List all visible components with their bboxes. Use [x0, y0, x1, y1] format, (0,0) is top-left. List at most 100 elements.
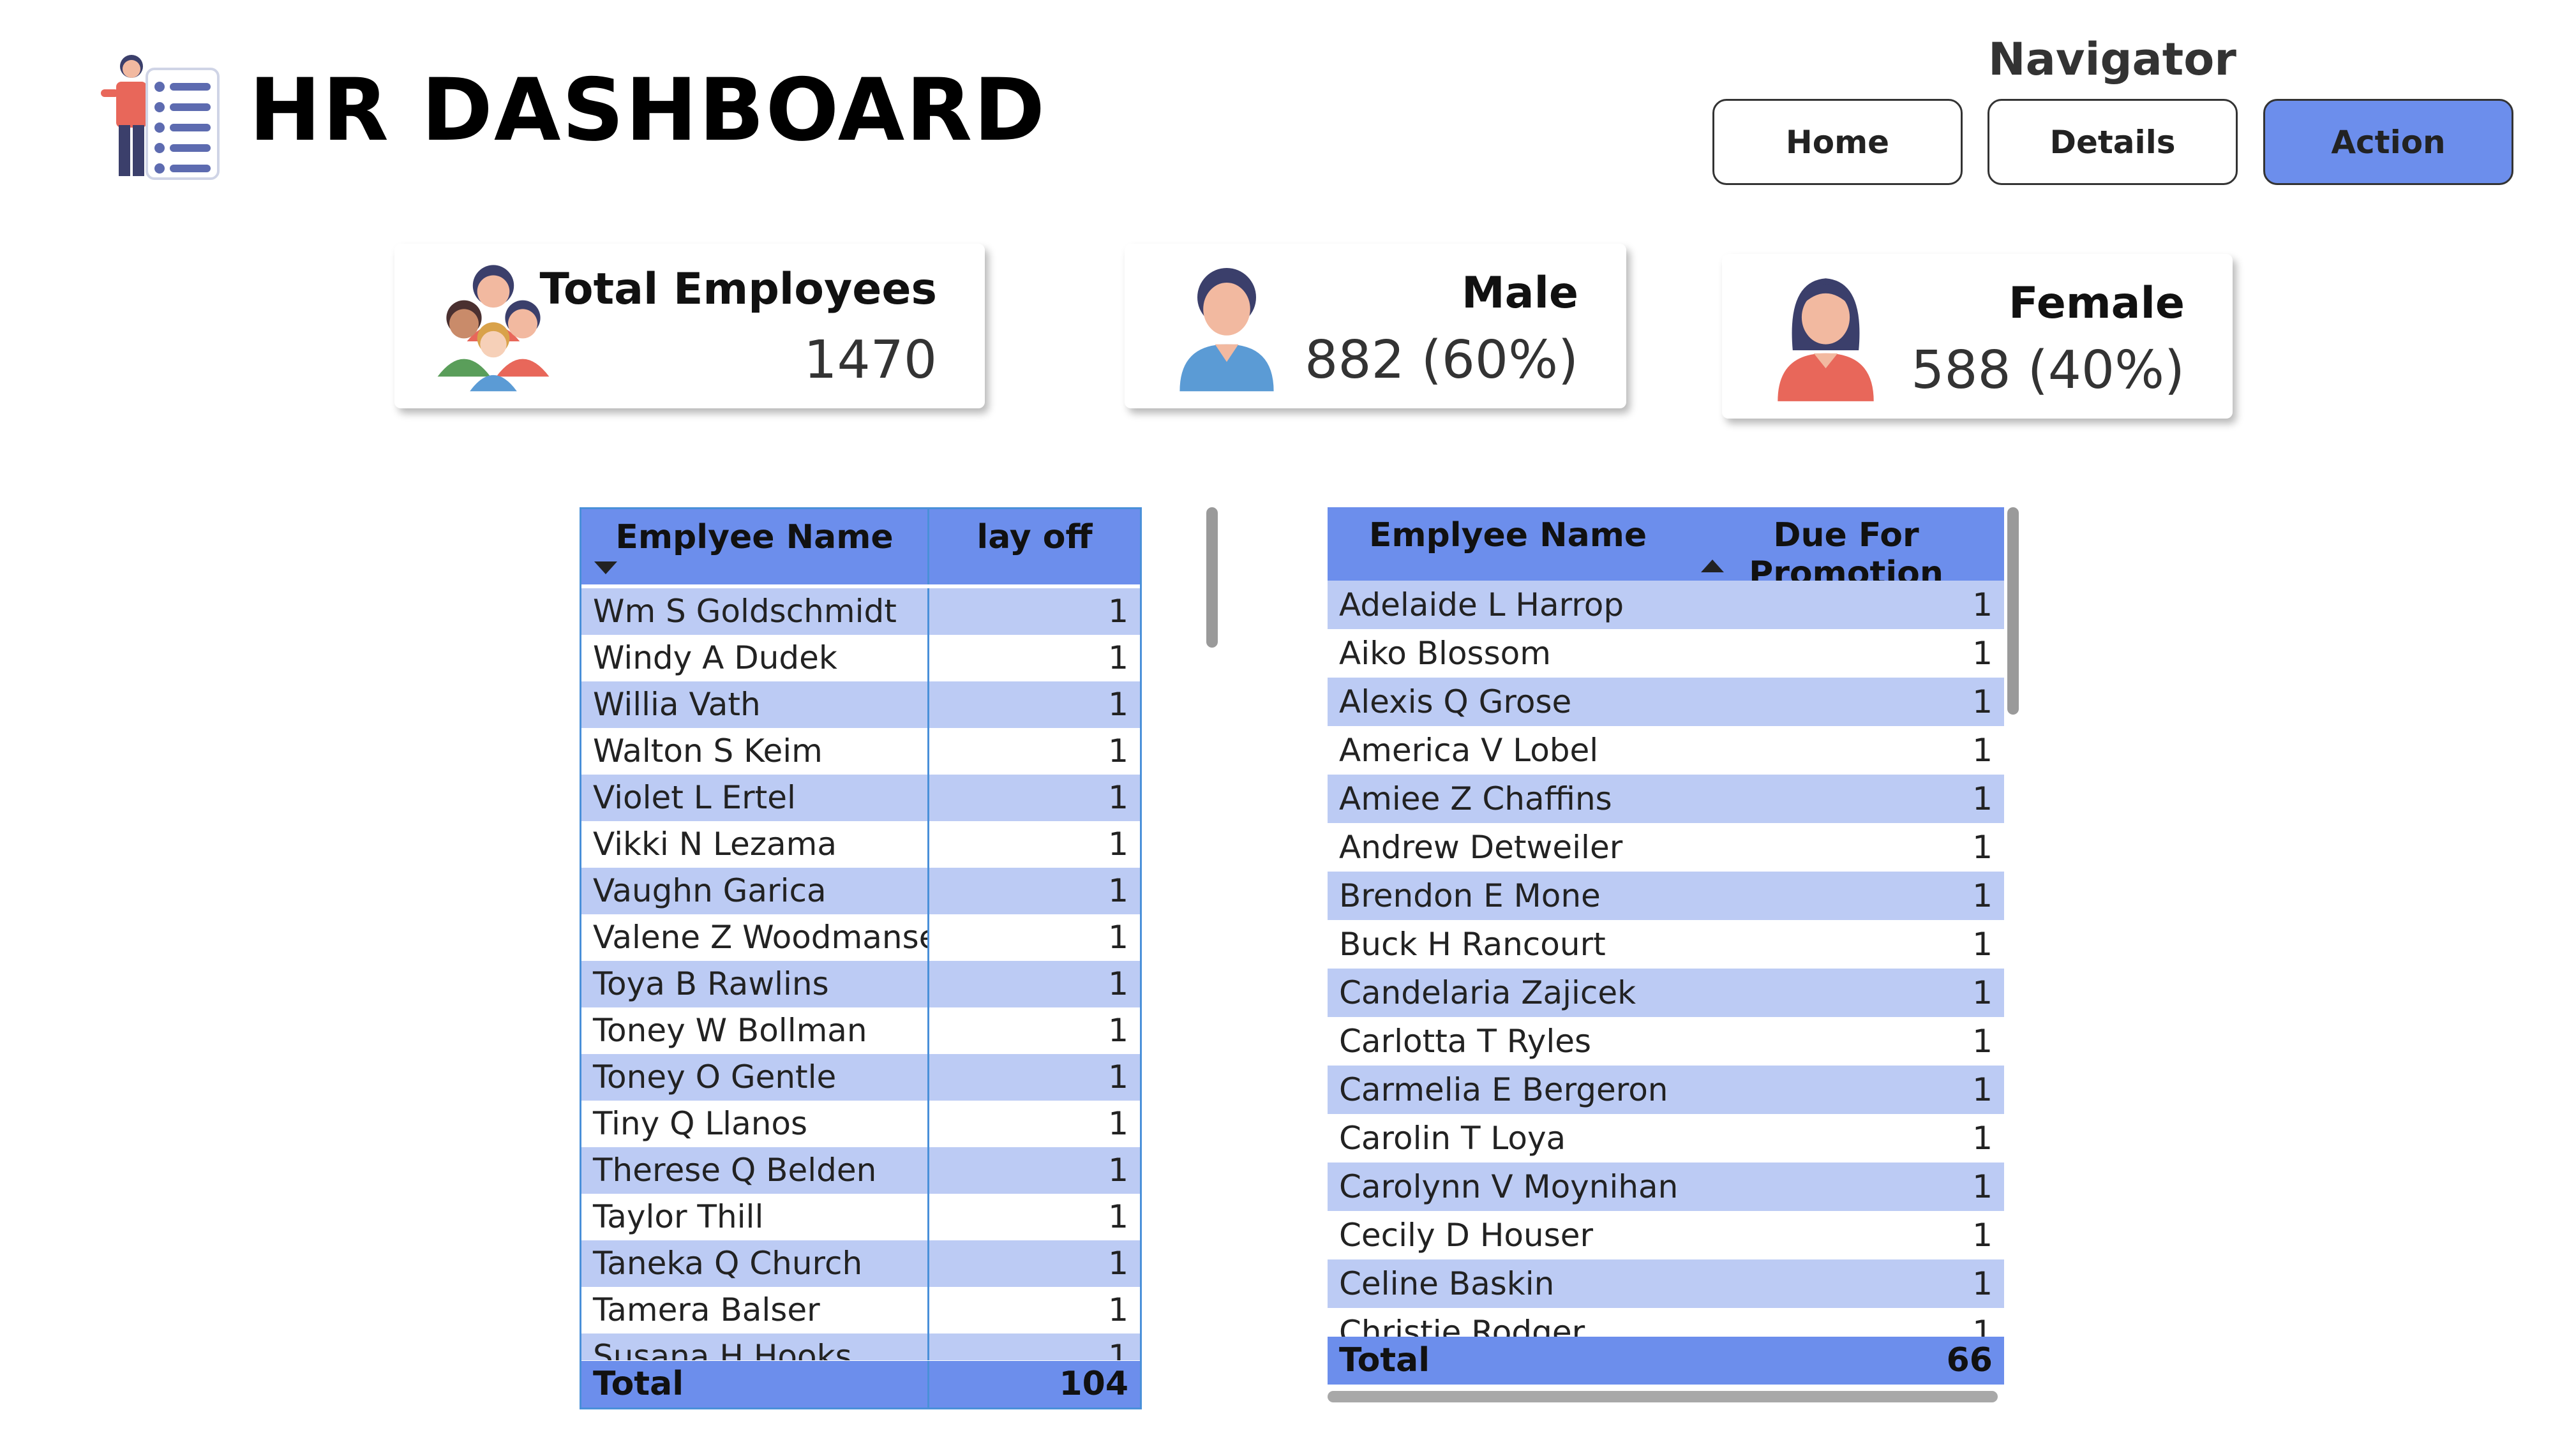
promotion-table-hscrollbar[interactable] — [1328, 1391, 1998, 1402]
table-row[interactable]: Walton S Keim 1 — [581, 728, 1140, 775]
table-row[interactable]: Windy A Dudek 1 — [581, 635, 1140, 681]
employee-name-cell: Cecily D Houser — [1339, 1217, 1594, 1254]
value-cell: 1 — [1972, 1120, 1993, 1157]
home-button[interactable]: Home — [1712, 99, 1963, 185]
male-user-icon — [1179, 268, 1274, 392]
employee-name-cell: Aiko Blossom — [1339, 635, 1551, 672]
layoff-table-scrollbar[interactable] — [1206, 507, 1218, 648]
value-cell: 1 — [1972, 1071, 1993, 1108]
employee-name-header[interactable]: Emplyee Name — [581, 509, 929, 584]
employee-name-cell: Toney W Bollman — [581, 1007, 929, 1054]
table-row[interactable]: Susana H Hooks 1 — [581, 1333, 1140, 1360]
employee-name-cell: Amiee Z Chaffins — [1339, 780, 1612, 817]
table-row[interactable]: Toney W Bollman 1 — [581, 1007, 1140, 1054]
value-cell: 1 — [1972, 1314, 1993, 1337]
table-row[interactable]: Therese Q Belden 1 — [581, 1147, 1140, 1194]
table-row[interactable]: Carlotta T Ryles 1 — [1328, 1017, 2004, 1066]
total-employees-value: 1470 — [804, 330, 937, 390]
table-row[interactable]: Cecily D Houser 1 — [1328, 1211, 2004, 1259]
table-row[interactable]: Celine Baskin 1 — [1328, 1259, 2004, 1308]
details-button[interactable]: Details — [1988, 99, 2238, 185]
employee-name-cell: Tamera Balser — [581, 1287, 929, 1333]
sort-ascending-icon — [1701, 560, 1724, 572]
employee-name-cell: Candelaria Zajicek — [1339, 974, 1636, 1011]
total-label: Total — [1339, 1341, 1430, 1379]
table-row[interactable]: Tamera Balser 1 — [581, 1287, 1140, 1333]
table-row[interactable]: Vikki N Lezama 1 — [581, 821, 1140, 868]
total-row: Total 66 — [1328, 1337, 2004, 1385]
layoff-table: Emplyee Name lay off Wm S Goldschmidt 1 Wi… — [580, 507, 1142, 1409]
employee-name-cell: Carmelia E Bergeron — [1339, 1071, 1668, 1108]
female-value: 588 (40%) — [1911, 340, 2185, 401]
employee-name-cell: Toya B Rawlins — [581, 961, 929, 1007]
employee-name-cell: Celine Baskin — [1339, 1265, 1555, 1302]
page-title: HR DASHBOARD — [249, 60, 1047, 160]
employee-name-cell: Christie Rodger — [1339, 1314, 1585, 1337]
employee-name-cell: Wm S Goldschmidt — [581, 588, 929, 635]
due-for-promotion-header-label: Due For Promotion — [1749, 516, 1943, 593]
employee-name-header[interactable]: Emplyee Name — [1368, 516, 1647, 554]
value-cell: 1 — [1972, 780, 1993, 817]
total-label: Total — [581, 1361, 929, 1408]
promotion-table-vscrollbar[interactable] — [2007, 507, 2019, 715]
employee-name-cell: Adelaide L Harrop — [1339, 586, 1624, 623]
table-row[interactable]: Brendon E Mone 1 — [1328, 872, 2004, 920]
table-row[interactable]: America V Lobel 1 — [1328, 726, 2004, 775]
value-cell: 1 — [1972, 974, 1993, 1011]
table-row[interactable]: Aiko Blossom 1 — [1328, 629, 2004, 678]
table-row[interactable]: Buck H Rancourt 1 — [1328, 920, 2004, 969]
employee-name-cell: Willia Vath — [581, 681, 929, 728]
employee-name-cell: Therese Q Belden — [581, 1147, 929, 1194]
value-cell: 1 — [1108, 872, 1128, 909]
value-cell: 1 — [1972, 586, 1993, 623]
value-cell: 1 — [1108, 1291, 1128, 1328]
female-card: Female 588 (40%) — [1722, 254, 2233, 419]
table-header: Emplyee Name lay off — [581, 509, 1140, 584]
due-for-promotion-header[interactable]: Due For Promotion — [1688, 507, 2004, 593]
table-row[interactable]: Alexis Q Grose 1 — [1328, 678, 2004, 726]
employee-name-cell: Taylor Thill — [581, 1194, 929, 1240]
table-row[interactable]: Violet L Ertel 1 — [581, 775, 1140, 821]
table-row[interactable]: Carolynn V Moynihan 1 — [1328, 1163, 2004, 1211]
total-value: 66 — [1946, 1341, 1993, 1379]
table-body: Wm S Goldschmidt 1 Windy A Dudek 1 Willia Va… — [581, 588, 1140, 1360]
table-row[interactable]: Carmelia E Bergeron 1 — [1328, 1066, 2004, 1114]
male-value: 882 (60%) — [1305, 330, 1578, 390]
table-row[interactable]: Willia Vath 1 — [581, 681, 1140, 728]
value-cell: 1 — [1972, 1217, 1993, 1254]
table-header: Emplyee Name Due For Promotion — [1328, 507, 2004, 593]
sort-descending-icon — [594, 561, 617, 574]
table-row[interactable]: Carolin T Loya 1 — [1328, 1114, 2004, 1163]
employee-list-icon — [101, 55, 220, 180]
table-row[interactable]: Taneka Q Church 1 — [581, 1240, 1140, 1287]
table-row[interactable]: Toney O Gentle 1 — [581, 1054, 1140, 1101]
value-cell: 1 — [1108, 1012, 1128, 1049]
table-row[interactable]: Candelaria Zajicek 1 — [1328, 969, 2004, 1017]
value-cell: 1 — [1108, 593, 1128, 630]
value-cell: 1 — [1108, 1059, 1128, 1096]
table-row[interactable]: Valene Z Woodmansee 1 — [581, 914, 1140, 961]
value-cell: 1 — [1108, 826, 1128, 863]
table-row[interactable]: Christie Rodger 1 — [1328, 1308, 2004, 1337]
table-row[interactable]: Taylor Thill 1 — [581, 1194, 1140, 1240]
value-cell: 1 — [1108, 919, 1128, 956]
promotion-table: Emplyee Name Due For Promotion Adelaide … — [1328, 507, 2004, 1388]
value-cell: 1 — [1972, 732, 1993, 769]
table-row[interactable]: Andrew Detweiler 1 — [1328, 823, 2004, 872]
table-row[interactable]: Amiee Z Chaffins 1 — [1328, 775, 2004, 823]
table-row[interactable]: Wm S Goldschmidt 1 — [581, 588, 1140, 635]
layoff-header[interactable]: lay off — [977, 518, 1093, 556]
value-cell: 1 — [1108, 965, 1128, 1002]
table-row[interactable]: Toya B Rawlins 1 — [581, 961, 1140, 1007]
value-cell: 1 — [1108, 1338, 1128, 1360]
table-row[interactable]: Adelaide L Harrop 1 — [1328, 581, 2004, 629]
female-label: Female — [2009, 278, 2185, 329]
navigator-title: Navigator — [1988, 33, 2236, 85]
value-cell: 1 — [1972, 683, 1993, 720]
employee-name-cell: Violet L Ertel — [581, 775, 929, 821]
table-row[interactable]: Tiny Q Llanos 1 — [581, 1101, 1140, 1147]
employee-name-cell: Taneka Q Church — [581, 1240, 929, 1287]
employee-name-cell: Carolin T Loya — [1339, 1120, 1566, 1157]
action-button[interactable]: Action — [2263, 99, 2513, 185]
table-row[interactable]: Vaughn Garica 1 — [581, 868, 1140, 914]
